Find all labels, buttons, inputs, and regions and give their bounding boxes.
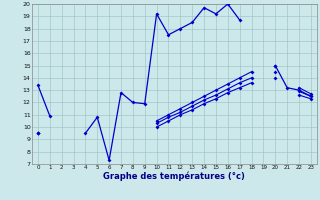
X-axis label: Graphe des températures (°c): Graphe des températures (°c) [103, 172, 245, 181]
